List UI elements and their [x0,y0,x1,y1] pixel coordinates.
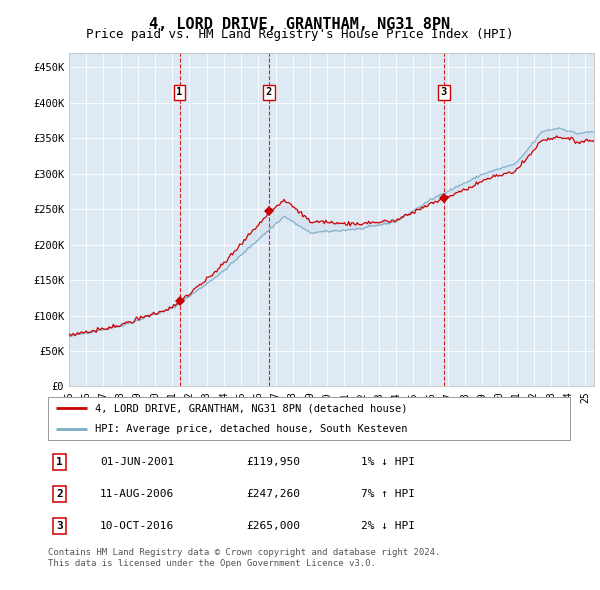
Text: 7% ↑ HPI: 7% ↑ HPI [361,489,415,499]
Text: 01-JUN-2001: 01-JUN-2001 [100,457,175,467]
Text: 10-OCT-2016: 10-OCT-2016 [100,521,175,531]
Text: 3: 3 [441,87,447,97]
Text: HPI: Average price, detached house, South Kesteven: HPI: Average price, detached house, Sout… [95,424,407,434]
Text: 4, LORD DRIVE, GRANTHAM, NG31 8PN (detached house): 4, LORD DRIVE, GRANTHAM, NG31 8PN (detac… [95,403,407,413]
Text: £247,260: £247,260 [247,489,301,499]
Text: 2: 2 [266,87,272,97]
Text: 1: 1 [56,457,63,467]
Text: Price paid vs. HM Land Registry's House Price Index (HPI): Price paid vs. HM Land Registry's House … [86,28,514,41]
Text: £119,950: £119,950 [247,457,301,467]
Text: 3: 3 [56,521,63,531]
Text: 1: 1 [176,87,182,97]
Text: 4, LORD DRIVE, GRANTHAM, NG31 8PN: 4, LORD DRIVE, GRANTHAM, NG31 8PN [149,17,451,31]
Text: 2: 2 [56,489,63,499]
Text: 11-AUG-2006: 11-AUG-2006 [100,489,175,499]
Text: Contains HM Land Registry data © Crown copyright and database right 2024.: Contains HM Land Registry data © Crown c… [48,548,440,556]
Text: 2% ↓ HPI: 2% ↓ HPI [361,521,415,531]
Text: £265,000: £265,000 [247,521,301,531]
Text: This data is licensed under the Open Government Licence v3.0.: This data is licensed under the Open Gov… [48,559,376,568]
Text: 1% ↓ HPI: 1% ↓ HPI [361,457,415,467]
